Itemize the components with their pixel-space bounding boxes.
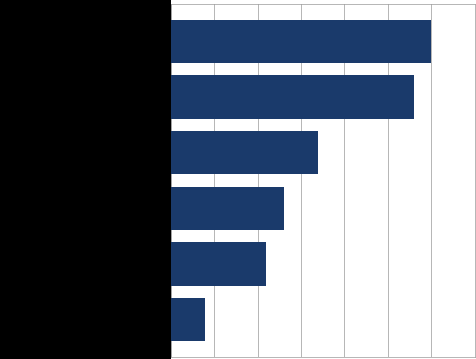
Bar — [170, 187, 283, 230]
Bar — [170, 131, 317, 174]
Bar — [170, 298, 205, 341]
Bar — [170, 20, 430, 63]
Bar — [170, 75, 413, 119]
Bar — [170, 242, 266, 285]
